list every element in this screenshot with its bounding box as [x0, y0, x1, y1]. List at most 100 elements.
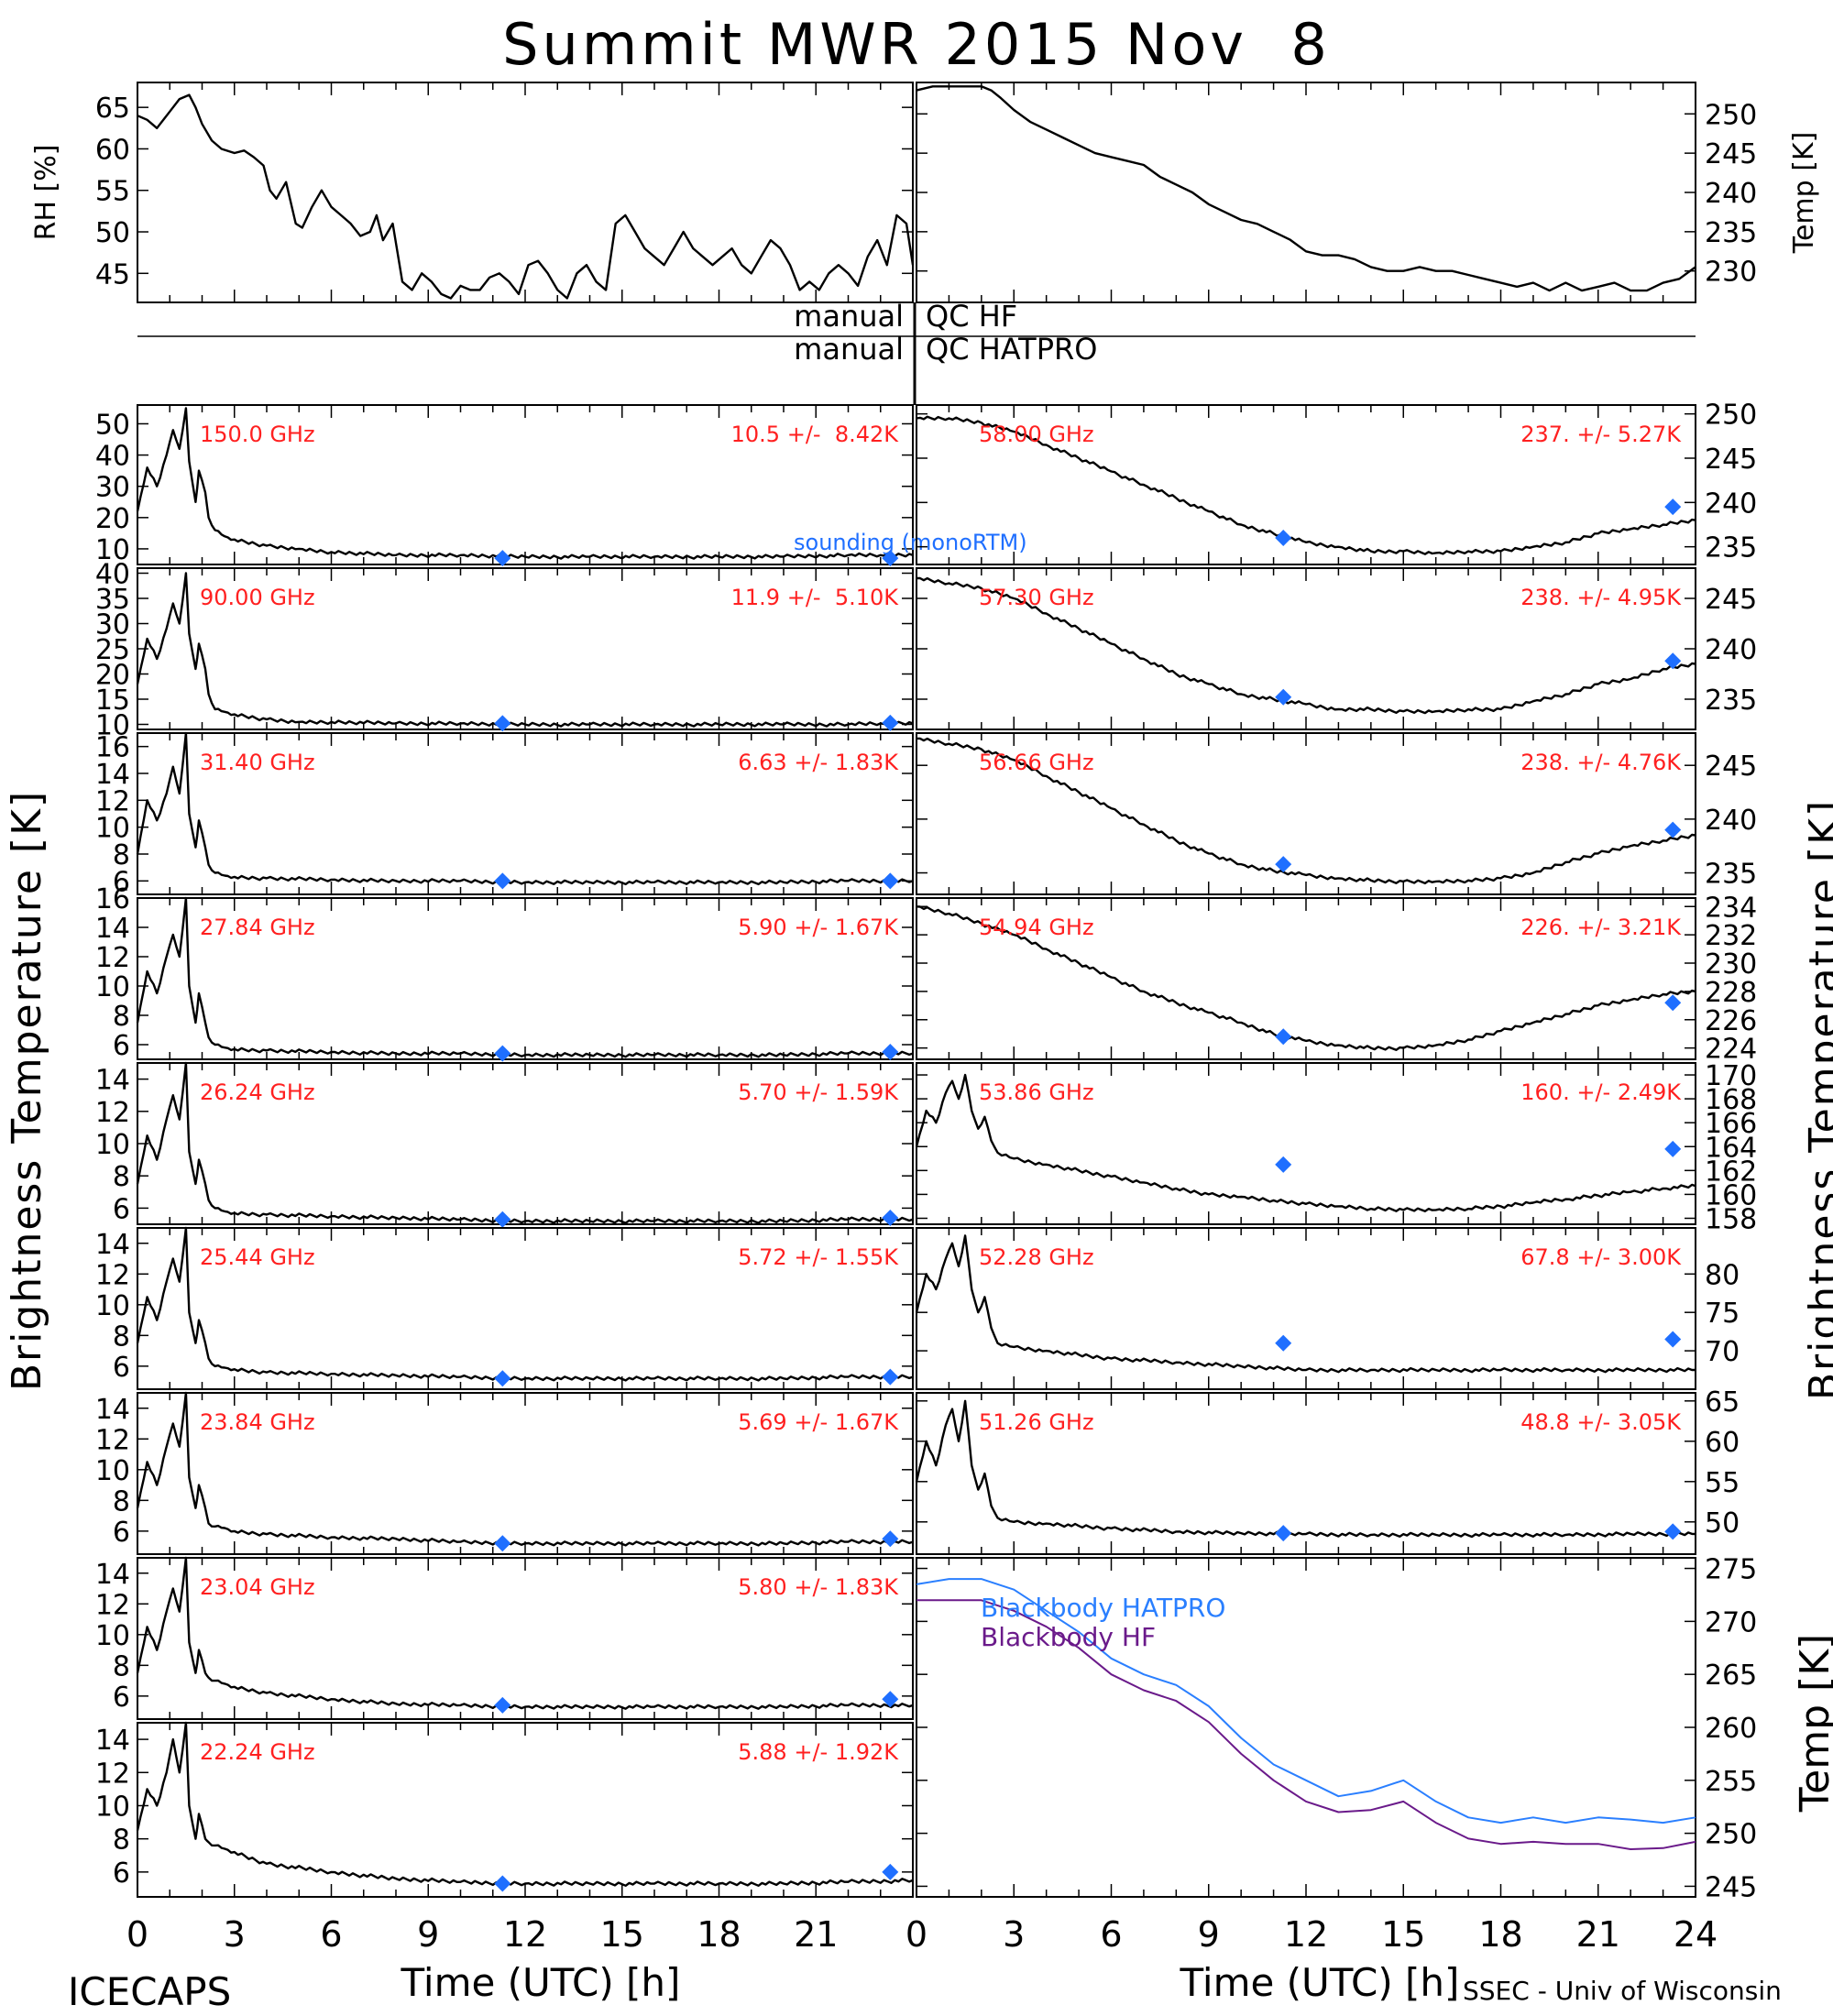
- series-trace: [915, 1399, 1696, 1539]
- series-trace: [916, 415, 1696, 555]
- y-tick-label: 6: [113, 1517, 130, 1549]
- right-ylabel: Brightness Temperature [K]: [1801, 799, 1833, 1400]
- y-tick-label: 14: [95, 1725, 130, 1757]
- channel-stat-label: 238. +/- 4.95K: [1520, 585, 1682, 610]
- x-tick-label-right: 18: [1478, 1914, 1522, 1955]
- channel-stat-label: 238. +/- 4.76K: [1520, 750, 1682, 775]
- y-tick-label: 235: [1705, 217, 1757, 249]
- y-tick-label: 270: [1705, 1606, 1757, 1638]
- sounding-marker: [494, 1045, 511, 1062]
- series-trace: [136, 1061, 914, 1224]
- y-tick-label: 8: [113, 1485, 130, 1517]
- series-trace: [137, 93, 915, 300]
- y-tick-label: 65: [95, 93, 130, 125]
- y-tick-label: 50: [1705, 1507, 1740, 1539]
- sounding-marker: [882, 1863, 899, 1880]
- y-tick-label: 224: [1705, 1034, 1757, 1066]
- y-tick-label: 14: [95, 1559, 130, 1591]
- y-tick-label: 70: [1705, 1336, 1740, 1368]
- y-tick-label: 160: [1705, 1179, 1757, 1211]
- y-tick-label: 10: [95, 1791, 130, 1823]
- channel-stat-label: 6.63 +/- 1.83K: [738, 750, 899, 775]
- y-tick-label: 40: [95, 441, 130, 473]
- y-tick-label: 45: [95, 258, 130, 290]
- y-tick-label: 35: [95, 584, 130, 616]
- series-trace: [136, 1721, 914, 1887]
- y-tick-label: 240: [1705, 805, 1757, 837]
- y-tick-label: 240: [1705, 178, 1757, 210]
- channel-frequency-label: 27.84 GHz: [200, 915, 315, 940]
- sounding-marker: [1275, 1156, 1292, 1173]
- y-tick-label: 8: [113, 1824, 130, 1857]
- y-tick-label: 15: [95, 685, 130, 717]
- y-tick-label: 235: [1705, 685, 1757, 717]
- channel-stat-label: 160. +/- 2.49K: [1520, 1079, 1682, 1105]
- y-tick-label: 164: [1705, 1132, 1757, 1164]
- y-tick-label: 12: [95, 785, 130, 817]
- panel-ch_5800: 235 240 245 250 58.00 GHz 237. +/- 5.27K: [916, 400, 1757, 565]
- channel-frequency-label: 26.24 GHz: [200, 1079, 315, 1105]
- channel-frequency-label: 56.66 GHz: [979, 750, 1094, 775]
- y-tick-label: 14: [95, 1229, 130, 1261]
- sounding-marker: [882, 1368, 899, 1386]
- channel-frequency-label: 53.86 GHz: [979, 1079, 1094, 1105]
- y-tick-label: 55: [95, 176, 130, 208]
- sounding-marker: [882, 1044, 899, 1060]
- y-tick-label: 235: [1705, 532, 1757, 564]
- y-tick-label: 20: [95, 660, 130, 692]
- y-tick-label: 6: [113, 1193, 130, 1225]
- y-tick-label: 30: [95, 472, 130, 504]
- footer-ssec: SSEC - Univ of Wisconsin: [1463, 1976, 1782, 2006]
- x-tick-label-right: 15: [1381, 1914, 1425, 1955]
- y-tick-label: 80: [1705, 1259, 1740, 1291]
- x-tick-label-left: 15: [600, 1914, 644, 1955]
- series-trace: [915, 1234, 1696, 1374]
- channel-stat-label: 67.8 +/- 3.00K: [1520, 1244, 1682, 1270]
- channel-frequency-label: 52.28 GHz: [979, 1244, 1094, 1270]
- y-tick-label: 10: [95, 534, 130, 566]
- sounding-marker: [494, 715, 511, 732]
- y-tick-label: 16: [95, 883, 130, 915]
- sounding-marker: [1664, 994, 1682, 1012]
- series-trace: [136, 896, 914, 1058]
- temp-ylabel: Temp [K]: [1788, 132, 1820, 255]
- sounding-marker: [494, 550, 511, 567]
- sounding-marker: [1664, 821, 1682, 838]
- y-tick-label: 50: [95, 409, 130, 441]
- channel-stat-label: 5.88 +/- 1.92K: [738, 1739, 899, 1765]
- y-tick-label: 245: [1705, 751, 1757, 783]
- y-tick-label: 245: [1705, 1871, 1757, 1903]
- channel-frequency-label: 57.30 GHz: [979, 585, 1094, 610]
- y-tick-label: 60: [1705, 1427, 1740, 1459]
- x-tick-label-right: 24: [1674, 1914, 1718, 1955]
- qc-left-hatpro: manual: [794, 332, 904, 367]
- y-tick-label: 8: [113, 839, 130, 871]
- sounding-marker: [882, 872, 899, 890]
- y-tick-label: 16: [95, 732, 130, 764]
- panel-ch_5666: 235 240 245 56.66 GHz 238. +/- 4.76K: [916, 732, 1757, 895]
- x-tick-label-left: 6: [320, 1914, 342, 1955]
- y-tick-label: 10: [95, 710, 130, 742]
- y-tick-label: 245: [1705, 444, 1757, 476]
- y-tick-label: 50: [95, 217, 130, 249]
- y-tick-label: 10: [95, 1129, 130, 1161]
- y-tick-label: 260: [1705, 1713, 1757, 1745]
- y-tick-label: 10: [95, 971, 130, 1003]
- y-tick-label: 12: [95, 1758, 130, 1790]
- y-tick-label: 240: [1705, 488, 1757, 520]
- y-tick-label: 245: [1705, 138, 1757, 170]
- panel-frame: [916, 82, 1696, 303]
- channel-stat-label: 5.69 +/- 1.67K: [738, 1409, 899, 1435]
- sounding-marker: [1664, 1523, 1682, 1540]
- y-tick-label: 168: [1705, 1084, 1757, 1116]
- y-tick-label: 30: [95, 609, 130, 641]
- qc-right-hatpro: QC HATPRO: [926, 332, 1097, 367]
- channel-frequency-label: 90.00 GHz: [200, 585, 315, 610]
